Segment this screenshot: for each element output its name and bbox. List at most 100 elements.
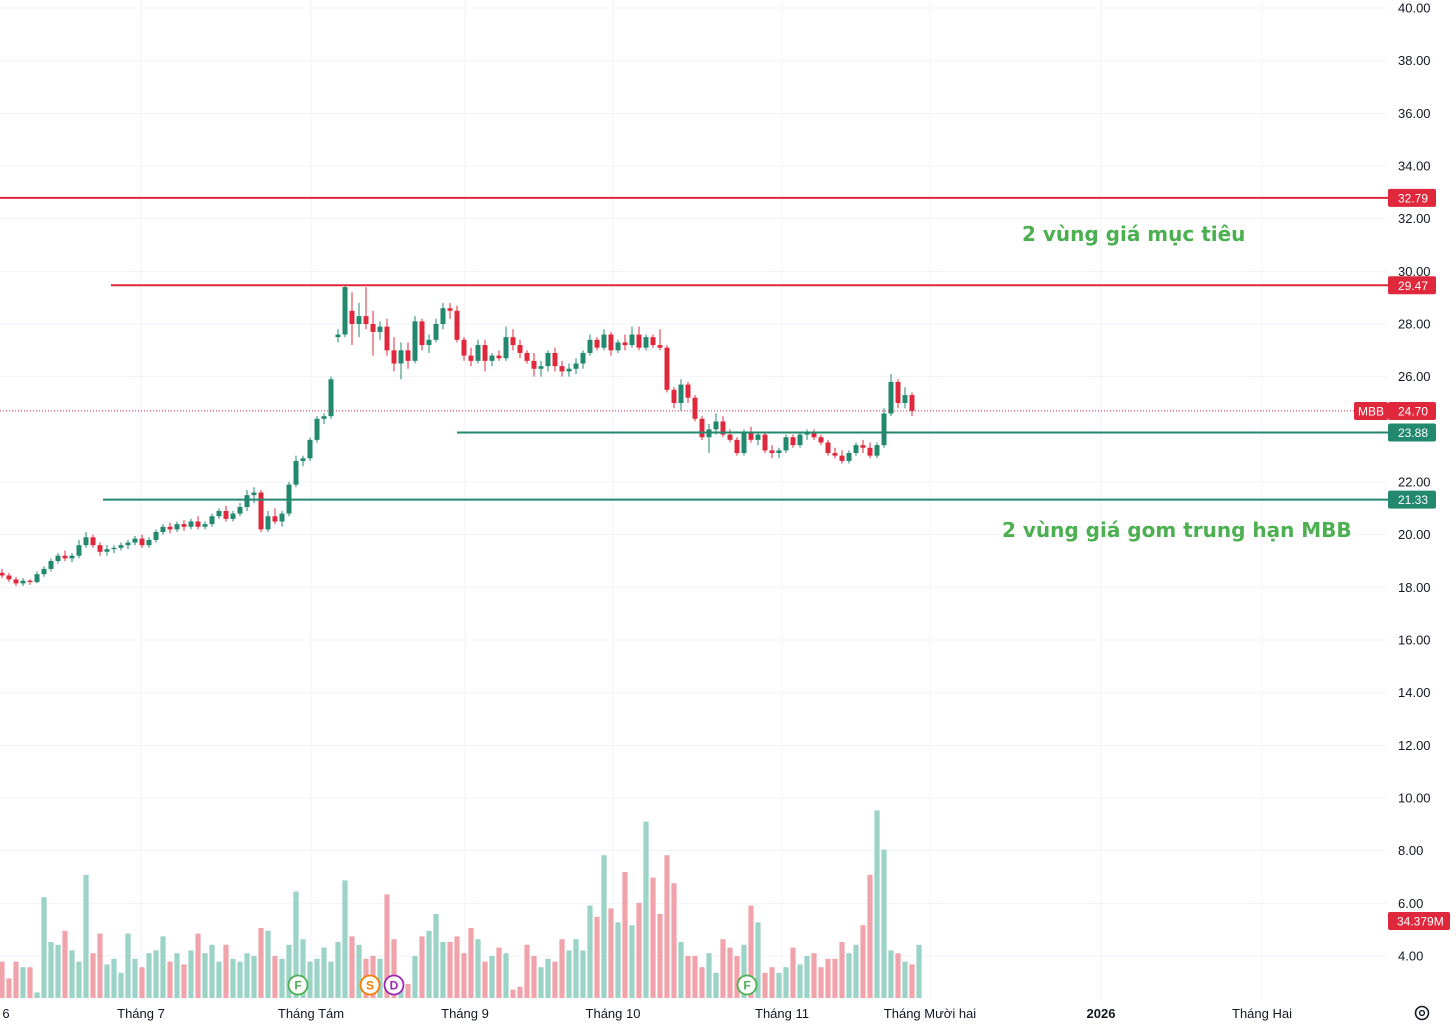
candle [454,305,460,343]
candle [853,442,859,456]
candle [566,363,572,377]
horizontal-levels[interactable]: 32.79 29.47 23.88 21.33 [0,188,1436,509]
candle [594,337,600,351]
volume-bar [286,944,292,998]
volume-bar [188,950,194,998]
level-price-badge [1388,276,1436,295]
candle [503,326,509,361]
y-tick-label: 20.00 [1398,527,1431,542]
svg-text:24.70: 24.70 [1398,405,1428,419]
y-tick-label: 34.00 [1398,158,1431,173]
volume-bar [909,964,915,998]
volume-bar [181,964,187,998]
level-line[interactable]: 21.33 [103,490,1436,509]
candle [279,510,285,527]
volume-bar [524,944,530,998]
candle [881,408,887,448]
volume-bar [6,978,12,998]
candle [818,434,824,446]
volume-bar [41,897,47,998]
level-price-label: 23.88 [1398,426,1428,440]
candle [419,318,425,351]
candle [734,437,740,456]
event-marker[interactable]: S [359,974,381,996]
price-axis[interactable]: 4.00 6.00 8.00 10.00 12.00 14.00 16.00 18.00 20.… [1398,1,1431,964]
volume-bar [664,855,670,998]
candle [174,521,180,533]
volume-bar [881,849,887,998]
candle [671,387,677,409]
settings-gear-icon[interactable] [1414,1005,1430,1021]
candle [622,334,628,351]
volume-bar [867,874,873,998]
volume-bar [475,939,481,998]
volume-bar [447,942,453,998]
candle [510,329,516,351]
candle [48,558,54,572]
candle [258,489,264,533]
candle [608,331,614,356]
candle [447,302,453,319]
y-tick-label: 6.00 [1398,896,1423,911]
volume-bar [454,936,460,998]
candle [615,339,621,353]
candle [69,553,75,563]
candle [867,442,873,459]
volume-bar [461,953,467,998]
volume-bar [195,933,201,998]
event-marker[interactable]: D [383,974,405,996]
volume-bar [118,972,124,998]
candle [195,516,201,530]
candle [83,532,89,548]
volume-bar [34,992,40,998]
candle [132,535,138,546]
volume-bar [293,891,299,998]
level-line[interactable]: 23.88 [457,423,1436,442]
volume-bar [671,883,677,998]
level-line[interactable]: 32.79 [0,188,1436,207]
svg-text:D: D [390,979,399,993]
candle [13,576,19,587]
volume-bar [776,972,782,998]
candle [762,431,768,454]
volume-bar [517,986,523,998]
volume-bar [636,902,642,998]
candle [356,302,362,338]
candle [636,326,642,351]
level-price-badge [1388,490,1436,509]
volume-bar [356,944,362,998]
volume-bar [440,942,446,998]
candle [545,350,551,372]
candle [685,381,691,403]
time-axis[interactable]: 6 Tháng 7 Tháng Tám Tháng 9 Tháng 10 Tháng 11… [2,1006,1292,1021]
candle [223,505,229,522]
volume-bar [727,947,733,998]
candle [328,376,334,419]
level-line[interactable]: 29.47 [111,276,1436,295]
volume-bar [349,936,355,998]
candle [321,413,327,425]
candle [412,316,418,364]
candle [559,360,565,377]
event-marker[interactable]: F [736,974,758,996]
candle [895,379,901,409]
candle [104,545,110,556]
candle [391,337,397,372]
candle [755,431,761,446]
volume-bar [678,942,684,998]
volume-bar [216,961,222,998]
volume-bar [419,936,425,998]
volume-bar [510,989,516,998]
x-tick-label: Tháng Mười hai [884,1006,976,1021]
candle [517,339,523,359]
event-marker[interactable]: F [287,974,309,996]
candle [706,424,712,454]
y-tick-label: 12.00 [1398,738,1431,753]
volume-bar [76,961,82,998]
x-tick-label: Tháng 10 [586,1006,641,1021]
volume-bar [895,953,901,998]
candle [748,426,754,443]
y-tick-label: 16.00 [1398,632,1431,647]
